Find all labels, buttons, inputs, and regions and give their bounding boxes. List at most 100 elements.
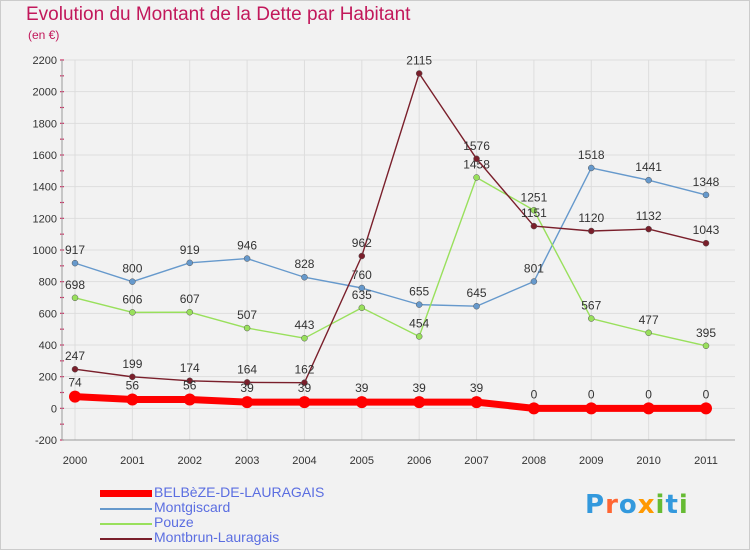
data-label-0: 39 — [240, 381, 254, 395]
data-point-0 — [298, 396, 311, 409]
data-label-3: 962 — [352, 236, 372, 250]
legend-label-montgiscard: Montgiscard — [154, 499, 231, 515]
legend-swatch-montgiscard — [100, 508, 152, 510]
legend-swatch-belbeze — [100, 490, 152, 497]
x-tick-label: 2011 — [694, 455, 718, 467]
data-label-1: 1518 — [578, 148, 605, 162]
data-point-0 — [700, 402, 712, 415]
legend-item-belbeze: BELBèZE-DE-LAURAGAIS — [100, 484, 360, 501]
data-label-3: 164 — [237, 362, 257, 376]
x-tick-label: 2009 — [579, 455, 603, 467]
legend-swatch-pouze — [100, 523, 152, 525]
data-label-0: 0 — [588, 387, 595, 401]
series-line-2 — [74, 176, 707, 347]
x-tick-label: 2004 — [292, 455, 316, 467]
data-label-2: 567 — [581, 299, 601, 313]
data-label-2: 698 — [65, 278, 85, 292]
data-point-3 — [473, 155, 480, 163]
x-tick-label: 2010 — [636, 455, 660, 467]
data-label-2: 507 — [237, 308, 257, 322]
data-point-1 — [243, 255, 251, 262]
y-tick-label: 2200 — [33, 55, 57, 67]
line-chart: -200020040060080010001200140016001800200… — [33, 53, 735, 467]
data-point-1 — [415, 301, 423, 308]
data-label-3: 174 — [180, 361, 200, 375]
data-point-2 — [588, 315, 595, 322]
data-point-0 — [241, 396, 254, 409]
data-label-2: 454 — [409, 316, 429, 330]
data-point-1 — [129, 278, 136, 285]
data-point-3 — [530, 222, 538, 230]
data-label-3: 1120 — [578, 211, 604, 225]
data-label-1: 1441 — [635, 160, 662, 174]
data-point-3 — [645, 225, 652, 233]
legend-item-montgiscard: Montgiscard — [100, 499, 360, 516]
data-point-2 — [243, 324, 251, 332]
logo-letter: P — [585, 490, 606, 520]
data-point-3 — [243, 379, 251, 386]
data-label-3: 199 — [122, 357, 142, 371]
data-label-3: 1043 — [693, 223, 720, 237]
data-point-0 — [183, 393, 196, 406]
data-point-0 — [585, 402, 598, 415]
proxiti-logo: Proxiti — [585, 490, 689, 520]
x-tick-label: 2000 — [63, 455, 87, 467]
data-label-0: 0 — [531, 387, 538, 401]
data-point-2 — [530, 207, 538, 214]
data-label-2: 635 — [352, 288, 372, 302]
data-label-2: 477 — [639, 313, 659, 327]
data-label-0: 0 — [703, 387, 710, 401]
legend-label-belbeze: BELBèZE-DE-LAURAGAIS — [154, 484, 325, 500]
data-label-0: 74 — [68, 376, 82, 390]
data-point-2 — [702, 342, 710, 350]
logo-letter: t — [665, 490, 679, 520]
legend: BELBèZE-DE-LAURAGAIS Montgiscard Pouze M… — [100, 484, 360, 546]
data-label-3: 2115 — [406, 53, 432, 67]
logo-letter: r — [605, 490, 619, 520]
data-label-3: 1132 — [636, 209, 662, 223]
data-label-1: 919 — [180, 243, 200, 257]
logo-letter: x — [637, 490, 656, 520]
series-line-1 — [74, 167, 707, 307]
data-label-3: 247 — [65, 349, 85, 363]
x-tick-label: 2008 — [522, 455, 546, 467]
data-point-3 — [129, 373, 136, 381]
data-point-0 — [470, 396, 483, 409]
data-point-0 — [355, 396, 368, 409]
y-tick-label: 0 — [51, 403, 57, 415]
series-line-3 — [74, 72, 707, 384]
chart-subtitle: (en €) — [28, 28, 60, 42]
legend-item-montbrun: Montbrun-Lauragais — [100, 529, 360, 546]
chart-title: Evolution du Montant de la Dette par Hab… — [26, 4, 411, 25]
data-label-3: 162 — [294, 363, 314, 377]
x-tick-label: 2005 — [350, 455, 374, 467]
data-point-1 — [702, 191, 710, 199]
data-point-0 — [527, 402, 540, 415]
data-label-2: 1251 — [521, 190, 548, 204]
data-label-0: 39 — [355, 381, 369, 395]
data-point-0 — [642, 402, 655, 415]
logo-letter: i — [678, 490, 689, 520]
y-tick-label: 1000 — [33, 245, 57, 257]
data-point-0 — [69, 390, 81, 403]
data-label-2: 443 — [294, 318, 314, 332]
data-label-0: 56 — [183, 378, 197, 392]
data-label-2: 395 — [696, 326, 716, 340]
series-line-0 — [71, 393, 710, 412]
data-point-3 — [358, 252, 366, 260]
data-point-1 — [301, 273, 308, 281]
data-point-3 — [71, 365, 79, 373]
data-point-2 — [473, 174, 480, 181]
data-label-1: 1348 — [693, 175, 720, 189]
data-label-1: 917 — [65, 243, 85, 257]
logo-letter: o — [618, 490, 638, 520]
x-tick-label: 2001 — [120, 455, 144, 467]
data-point-0 — [413, 396, 426, 409]
data-point-2 — [645, 329, 652, 337]
data-label-2: 606 — [122, 292, 142, 306]
data-label-3: 1151 — [521, 206, 547, 220]
x-tick-label: 2002 — [177, 455, 201, 467]
data-point-2 — [301, 334, 308, 342]
y-tick-label: 200 — [39, 372, 57, 384]
y-tick-label: 600 — [39, 308, 57, 320]
